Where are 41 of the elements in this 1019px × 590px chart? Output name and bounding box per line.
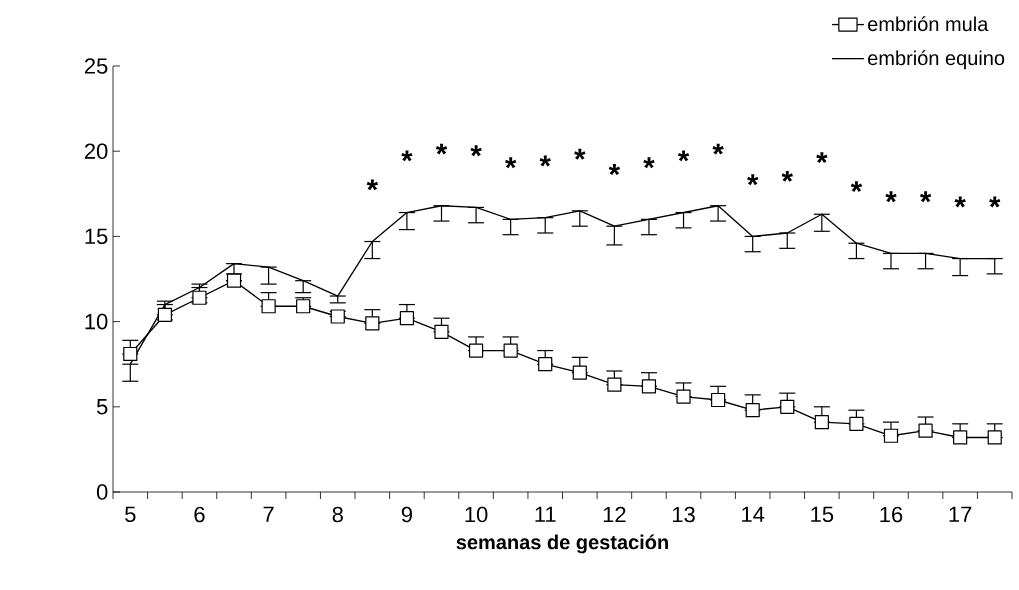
annotation: *	[747, 174, 759, 186]
annotation: *	[539, 155, 551, 167]
x-tick-label: 14	[742, 506, 765, 522]
legend-label: embrión equino	[868, 50, 1005, 70]
x-tick-label: 8	[332, 506, 343, 523]
x-tick-label: 5	[125, 506, 136, 523]
x-tick-label: 16	[880, 506, 903, 523]
annotation: *	[505, 157, 517, 169]
y-tick-label: 20	[84, 143, 108, 159]
annotation: *	[677, 150, 690, 162]
annotation: *	[989, 196, 1001, 208]
annotation: *	[435, 143, 448, 155]
annotation: *	[470, 145, 482, 157]
y-tick-label: 25	[84, 58, 108, 74]
x-tick-label: 10	[465, 506, 488, 523]
annotation: *	[643, 157, 655, 169]
y-tick-label: 10	[85, 313, 108, 330]
annotation: *	[401, 150, 413, 162]
annotation: *	[919, 191, 932, 203]
annotation: *	[608, 164, 621, 175]
annotation: *	[954, 196, 966, 208]
x-tick-label: 12	[603, 506, 626, 523]
annotation: *	[366, 179, 379, 191]
annotation: *	[850, 181, 863, 193]
x-tick-label: 15	[811, 506, 834, 523]
y-tick-label: 0	[96, 484, 108, 500]
annotation: *	[574, 148, 586, 160]
y-tick-label: 15	[85, 228, 108, 245]
annotation: *	[781, 170, 793, 182]
annotation: *	[885, 191, 897, 203]
x-tick-label: 7	[263, 506, 274, 522]
x-axis-title: semanas de gestación	[456, 534, 668, 554]
x-tick-label: 6	[194, 506, 205, 523]
x-tick-label: 9	[401, 506, 412, 523]
y-tick-label: 5	[96, 399, 108, 415]
annotation: *	[712, 143, 724, 155]
x-tick-label: 17	[949, 506, 972, 522]
legend-label: embrión mula	[868, 16, 989, 32]
annotation: *	[816, 152, 828, 164]
x-tick-label: 11	[535, 506, 556, 522]
x-tick-label: 13	[672, 506, 695, 523]
